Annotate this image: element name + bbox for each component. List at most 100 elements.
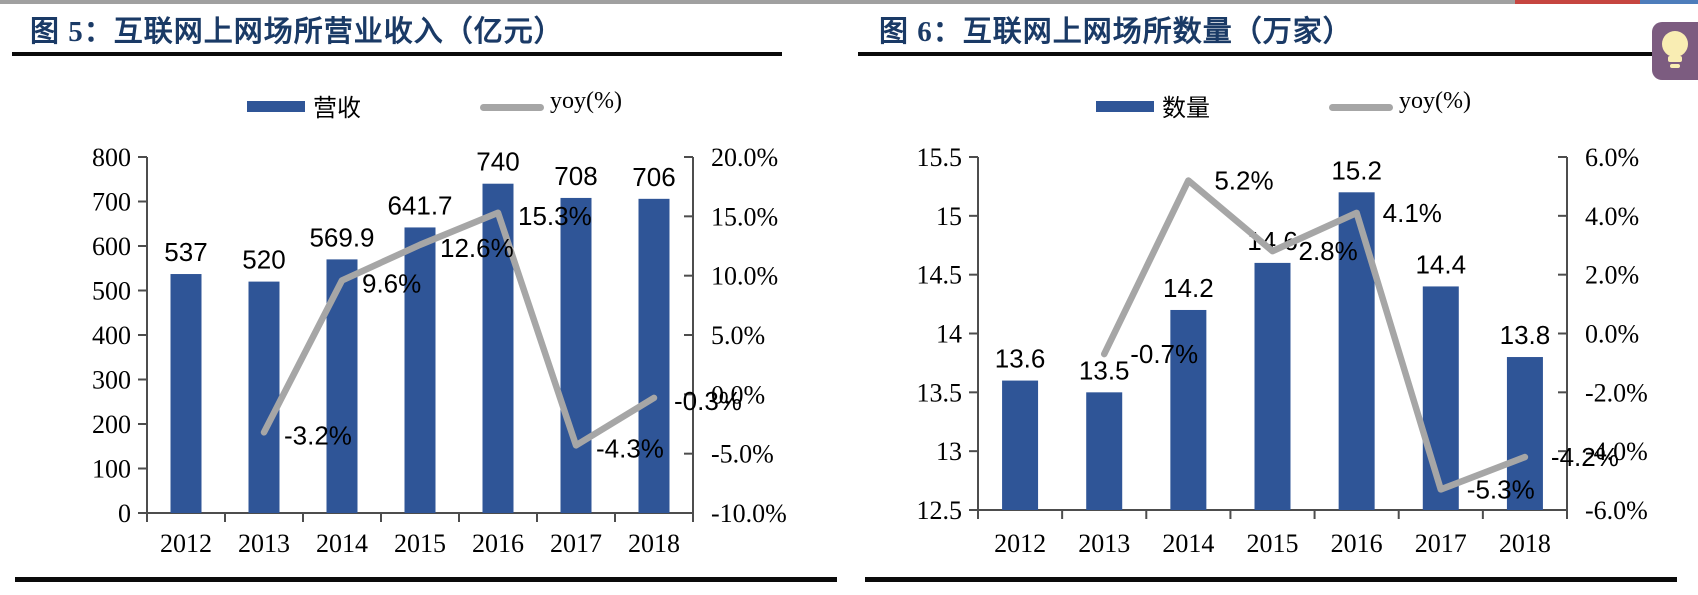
bar	[1254, 262, 1291, 510]
year-label: 2012	[994, 529, 1046, 558]
figure6-legend: 数量 yoy(%)	[1096, 88, 1536, 122]
bar-value-label: 740	[476, 147, 519, 177]
right-axis-tick-label: 6.0%	[1585, 143, 1639, 172]
left-axis-tick-label: 12.5	[917, 496, 963, 525]
bar-legend-label: 营收	[313, 96, 361, 122]
line-legend-label: yoy(%)	[1399, 88, 1471, 114]
left-axis-tick-label: 13	[936, 437, 962, 466]
top-edge-strip-red	[1515, 0, 1640, 4]
bar-value-label: 13.8	[1500, 320, 1551, 350]
figure6-bottom-rule	[865, 577, 1677, 582]
bar	[1170, 309, 1207, 510]
right-axis-tick-label: -4.0%	[1585, 437, 1648, 466]
right-axis-tick-label: -2.0%	[1585, 378, 1648, 407]
figure6-title-rule	[858, 52, 1652, 56]
year-label: 2015	[394, 529, 446, 558]
line-legend-label: yoy(%)	[550, 88, 622, 114]
year-label: 2016	[1331, 529, 1383, 558]
bar-legend-swatch	[247, 101, 305, 112]
year-label: 2012	[160, 529, 212, 558]
yoy-value-label: -0.7%	[1130, 339, 1198, 369]
right-axis-tick-label: 2.0%	[1585, 261, 1639, 290]
count-chart-panel: 图 6：互联网上网场所数量（万家） 数量 yoy(%) 12.5 13 13.5 14…	[849, 0, 1698, 595]
yoy-value-label: -3.2%	[284, 420, 352, 450]
left-axis-tick-label: 800	[92, 143, 131, 172]
left-axis-tick-label: 14.5	[917, 261, 963, 290]
left-axis-tick-label: 500	[92, 277, 131, 306]
yoy-line	[260, 209, 658, 449]
year-label: 2013	[238, 529, 290, 558]
bar-value-label: 708	[554, 161, 597, 191]
yoy-line	[1100, 177, 1529, 493]
figure5-bottom-rule	[15, 577, 837, 582]
revenue-chart: 0 100 200 300 400 500 600 700 800 -10.0% -5.0% 0.0%…	[92, 143, 787, 558]
right-axis-tick-label: -10.0%	[711, 499, 787, 528]
bar-value-label: 569.9	[309, 222, 374, 252]
bar-value-label: 706	[632, 162, 675, 192]
count-chart: 12.5 13 13.5 14 14.5 15 15.5 -6.0% -4.0% -2.0% 0.0…	[917, 143, 1648, 558]
right-axis-tick-label: 0.0%	[1585, 320, 1639, 349]
figure5-title-rule	[12, 52, 782, 56]
right-axis-tick-label: 0.0%	[711, 380, 765, 409]
line-legend-swatch	[1329, 104, 1393, 111]
left-axis-tick-label: 100	[92, 455, 131, 484]
year-label: 2015	[1247, 529, 1299, 558]
figure5-title: 图 5：互联网上网场所营业收入（亿元）	[30, 16, 564, 48]
yoy-value-label: -4.3%	[596, 433, 664, 463]
bar	[1002, 380, 1039, 510]
bar	[248, 281, 280, 513]
bar-legend-swatch	[1096, 101, 1154, 112]
yoy-value-label: 15.3%	[518, 201, 592, 231]
left-axis-tick-label: 600	[92, 232, 131, 261]
bar-value-label: 537	[164, 237, 207, 267]
top-edge-strip-gray	[0, 0, 1515, 4]
yoy-value-label: 5.2%	[1214, 166, 1273, 196]
bar-value-label: 15.2	[1331, 155, 1382, 185]
right-axis-tick-label: 10.0%	[711, 262, 778, 291]
left-axis-tick-label: 14	[936, 320, 962, 349]
top-edge-strip-blue	[1640, 0, 1698, 4]
lightbulb-icon	[1662, 31, 1688, 68]
right-axis-tick-label: 5.0%	[711, 321, 765, 350]
right-axis-tick-label: -6.0%	[1585, 496, 1648, 525]
bar	[1086, 392, 1123, 510]
yoy-value-label: 4.1%	[1383, 198, 1442, 228]
left-axis-tick-label: 15.5	[917, 143, 963, 172]
bar	[404, 227, 436, 514]
right-axis-tick-label: 20.0%	[711, 143, 778, 172]
lightbulb-button[interactable]	[1652, 22, 1698, 80]
year-label: 2017	[550, 529, 602, 558]
bar	[170, 274, 202, 513]
figure6-title: 图 6：互联网上网场所数量（万家）	[879, 16, 1353, 48]
bar-legend-label: 数量	[1162, 96, 1210, 122]
bar-value-label: 641.7	[387, 190, 452, 220]
bar-value-label: 13.6	[995, 344, 1046, 374]
left-axis-tick-label: 200	[92, 410, 131, 439]
yoy-value-label: -0.3%	[674, 386, 742, 416]
right-axis-tick-label: 4.0%	[1585, 202, 1639, 231]
bar	[638, 198, 670, 513]
left-axis-tick-label: 300	[92, 366, 131, 395]
line-legend-swatch	[480, 104, 544, 111]
year-label: 2014	[316, 529, 368, 558]
year-label: 2014	[1162, 529, 1214, 558]
bar-value-label: 520	[242, 245, 285, 275]
left-axis-tick-label: 13.5	[917, 378, 963, 407]
bar-value-label: 13.5	[1079, 355, 1130, 385]
left-axis-tick-label: 0	[118, 499, 131, 528]
revenue-chart-panel: 图 5：互联网上网场所营业收入（亿元） 营收 yoy(%) 0 100 200 300…	[12, 16, 837, 582]
bar-value-label: 14.4	[1415, 249, 1466, 279]
right-axis-tick-label: 15.0%	[711, 202, 778, 231]
left-axis-tick-label: 400	[92, 321, 131, 350]
year-label: 2016	[472, 529, 524, 558]
yoy-value-label: 9.6%	[362, 268, 421, 298]
year-label: 2018	[1499, 529, 1551, 558]
yoy-value-label: -5.3%	[1467, 474, 1535, 504]
yoy-value-label: 12.6%	[440, 233, 514, 263]
year-label: 2013	[1078, 529, 1130, 558]
year-label: 2017	[1415, 529, 1467, 558]
bar	[1506, 357, 1543, 510]
left-axis-tick-label: 700	[92, 188, 131, 217]
figure5-legend: 营收 yoy(%)	[247, 88, 687, 122]
